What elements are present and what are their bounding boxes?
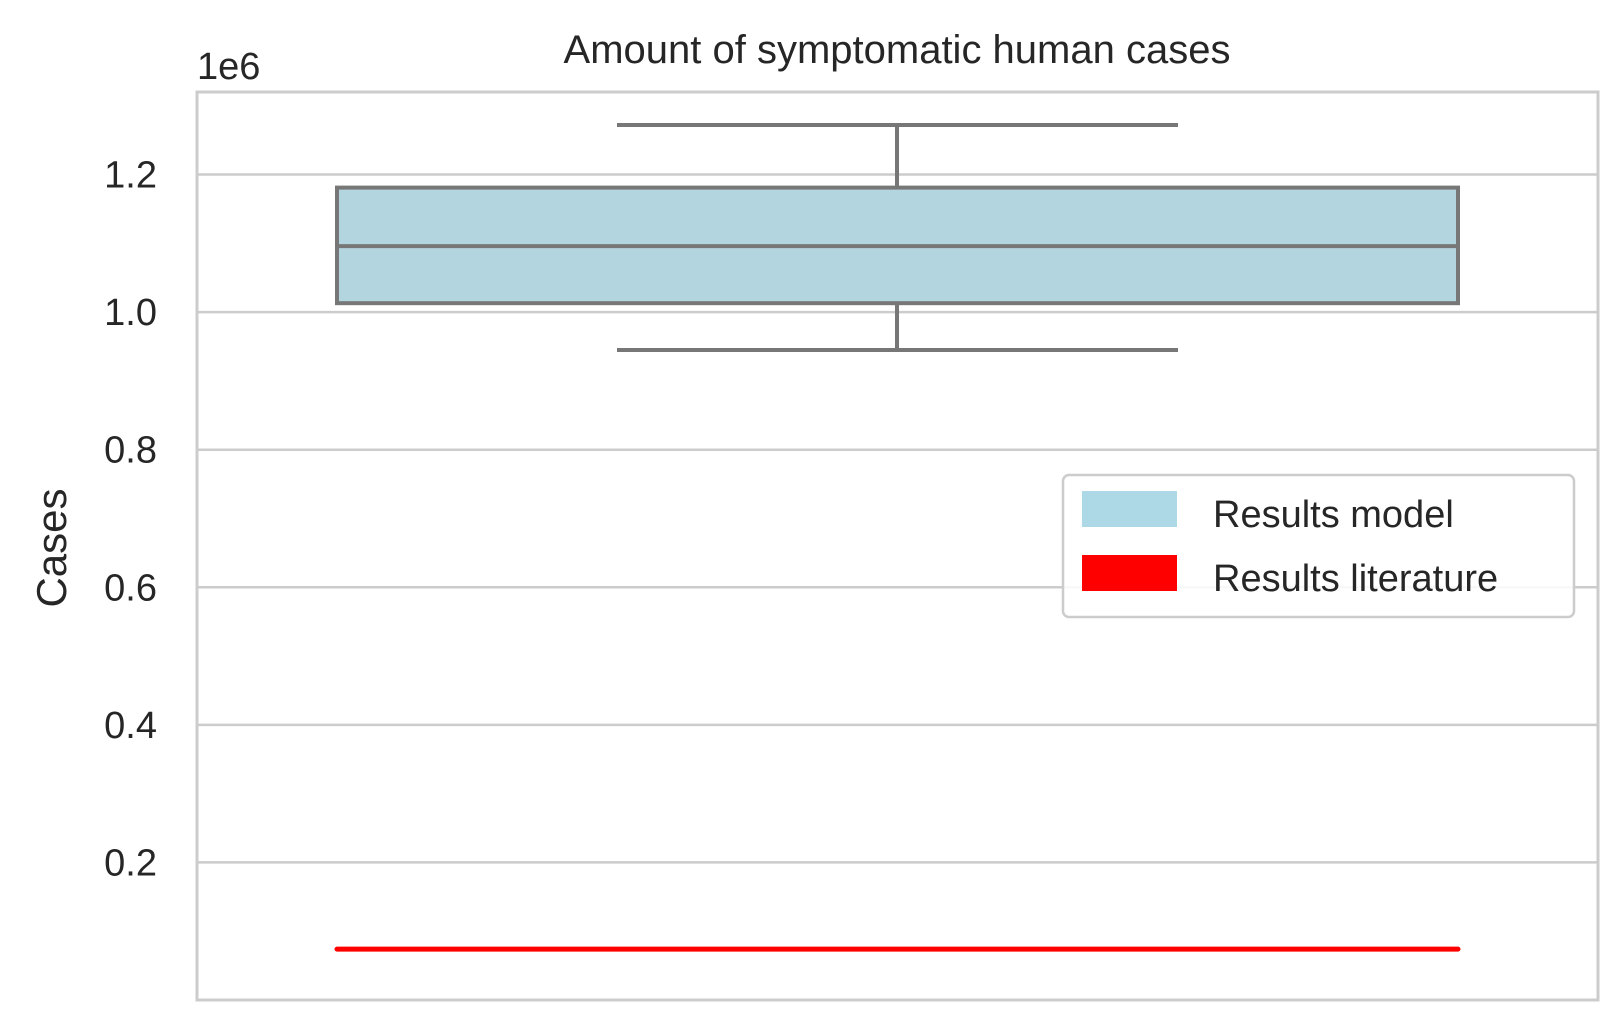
plot-marks [334, 123, 1461, 952]
y-tick-label: 0.4 [104, 705, 157, 747]
y-tick-label: 0.2 [104, 842, 157, 884]
legend: Results model Results literature [1061, 473, 1576, 619]
plot-frame [195, 90, 1600, 1002]
legend-label-results-model: Results model [1213, 494, 1454, 536]
y-tick-label: 0.6 [104, 567, 157, 609]
legend-frame [1061, 473, 1576, 619]
y-tick-labels: 0.2 0.4 0.6 0.8 1.0 1.2 [104, 155, 157, 885]
y-tick-label: 1.2 [104, 155, 157, 197]
legend-swatch-results-literature [1082, 555, 1177, 591]
y-axis-offset-text: 1e6 [197, 46, 260, 88]
y-axis-label: Cases [28, 488, 75, 607]
legend-label-results-literature: Results literature [1213, 558, 1498, 600]
y-tick-label: 0.8 [104, 430, 157, 472]
y-tick-label: 1.0 [104, 292, 157, 334]
legend-swatch-results-model [1082, 491, 1177, 527]
chart-title: Amount of symptomatic human cases [564, 28, 1231, 72]
